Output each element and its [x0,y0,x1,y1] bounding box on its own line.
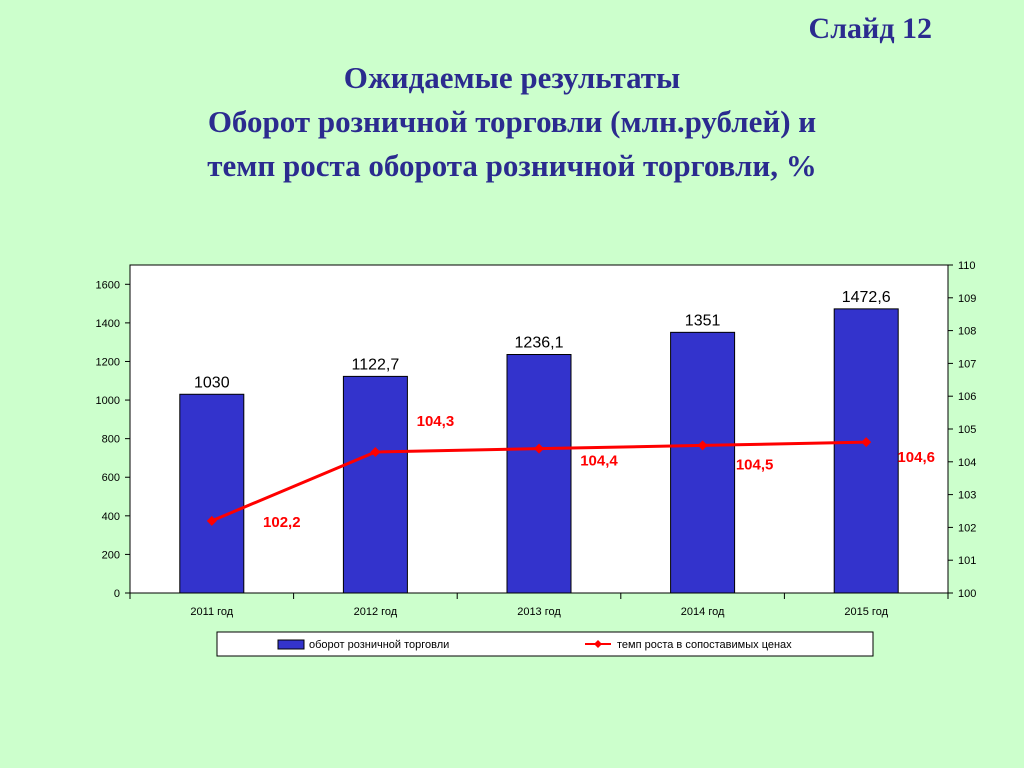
legend-line-marker [594,640,602,648]
x-axis-tick-label: 2013 год [517,606,561,618]
bar-value-label: 1472,6 [842,289,891,306]
left-axis-tick-label: 1000 [96,395,120,407]
line-point-marker [534,443,544,454]
right-axis-tick-label: 105 [958,424,976,436]
bar [670,331,736,594]
legend-bar-label: оборот розничной торговли [309,639,449,651]
slide-number: Слайд 12 [808,12,932,45]
left-axis-tick-label: 1600 [96,279,120,291]
line-value-label: 104,3 [417,413,455,430]
left-axis-tick-label: 800 [102,434,120,446]
right-axis-tick-label: 107 [958,358,976,370]
right-axis-tick-label: 109 [958,293,976,305]
bar-value-label: 1351 [685,312,721,329]
slide-title: Ожидаемые результаты Оборот розничной то… [0,56,1024,188]
line-value-label: 104,6 [897,449,935,466]
x-axis-tick-label: 2014 год [681,606,725,618]
line-point-marker [861,437,872,448]
left-axis-tick-label: 1400 [96,318,120,330]
legend-bar-swatch [277,639,305,650]
bar [342,375,408,594]
title-line-1: Ожидаемые результаты [343,60,681,95]
x-axis-tick-label: 2015 год [844,606,888,618]
title-line-2: Оборот розничной торговли (млн.рублей) и [207,104,817,139]
x-axis-tick-label: 2012 год [354,606,398,618]
right-axis-tick-label: 102 [958,522,976,534]
bar [179,393,245,594]
left-axis-tick-label: 200 [102,549,120,561]
right-axis-tick-label: 104 [958,457,976,469]
right-axis-tick-label: 110 [958,260,976,272]
left-axis-tick-label: 600 [102,472,120,484]
bar-value-label: 1030 [194,374,230,391]
left-axis-tick-label: 400 [102,511,120,523]
right-axis-tick-label: 106 [958,391,976,403]
right-axis-tick-label: 101 [958,555,976,567]
left-axis-tick-label: 0 [114,588,120,600]
bar-value-label: 1122,7 [352,356,400,373]
line-point-marker [206,515,217,526]
legend-box [216,631,874,657]
left-axis-tick-label: 1200 [96,356,120,368]
x-axis-tick-label: 2011 год [190,606,233,618]
line-value-label: 104,5 [736,456,774,473]
title-line-3: темп роста оборота розничной торговли, % [207,148,817,183]
line-point-marker [370,446,381,457]
right-axis-tick-label: 100 [958,588,976,600]
line-point-marker [697,440,708,451]
bar [506,354,572,594]
line-value-label: 102,2 [263,514,301,531]
legend-line-label: темп роста в сопоставимых ценах [617,639,792,651]
line-value-label: 104,4 [580,453,618,470]
right-axis-tick-label: 103 [958,490,976,502]
bar [833,308,899,594]
right-axis-tick-label: 108 [958,326,976,338]
bar-value-label: 1236,1 [515,335,564,352]
